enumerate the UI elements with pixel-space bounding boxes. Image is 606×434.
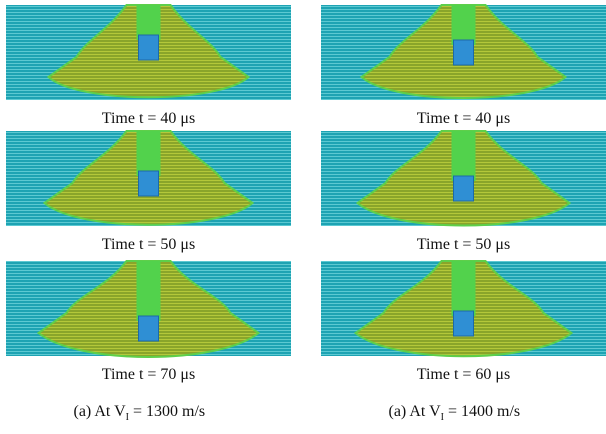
panel-caption: Time t = 60 μs bbox=[417, 366, 510, 383]
projectile bbox=[139, 171, 159, 196]
caption-suffix: = 1400 m/s bbox=[444, 403, 520, 420]
caption-prefix: (a) At V bbox=[74, 403, 127, 420]
column-caption: (a) At VI = 1400 m/s bbox=[389, 403, 521, 423]
penetration-channel bbox=[137, 261, 161, 321]
projectile bbox=[454, 40, 474, 65]
projectile bbox=[139, 316, 159, 341]
simulation-panel bbox=[6, 131, 291, 226]
caption-prefix: (a) At V bbox=[389, 403, 442, 420]
simulation-panel bbox=[6, 261, 291, 357]
simulation-panel bbox=[6, 5, 291, 100]
simulation-panel bbox=[321, 5, 606, 100]
panel-caption: Time t = 50 μs bbox=[102, 236, 195, 253]
penetration-channel bbox=[452, 261, 476, 316]
penetration-channel bbox=[452, 131, 476, 181]
panel-caption: Time t = 40 μs bbox=[417, 110, 510, 127]
penetration-channel bbox=[452, 5, 476, 45]
column-caption: (a) At VI = 1300 m/s bbox=[74, 403, 206, 423]
panel-caption: Time t = 50 μs bbox=[417, 236, 510, 253]
simulation-panel bbox=[321, 131, 606, 226]
projectile bbox=[139, 35, 159, 60]
panel-caption: Time t = 40 μs bbox=[102, 110, 195, 127]
projectile bbox=[454, 176, 474, 201]
penetration-channel bbox=[137, 131, 161, 176]
panel-caption: Time t = 70 μs bbox=[102, 366, 195, 383]
projectile bbox=[454, 311, 474, 336]
simulation-panel bbox=[321, 261, 606, 356]
figure: Time t = 40 μs Time t = 50 μs Time t = 70 … bbox=[0, 0, 606, 434]
caption-suffix: = 1300 m/s bbox=[129, 403, 205, 420]
